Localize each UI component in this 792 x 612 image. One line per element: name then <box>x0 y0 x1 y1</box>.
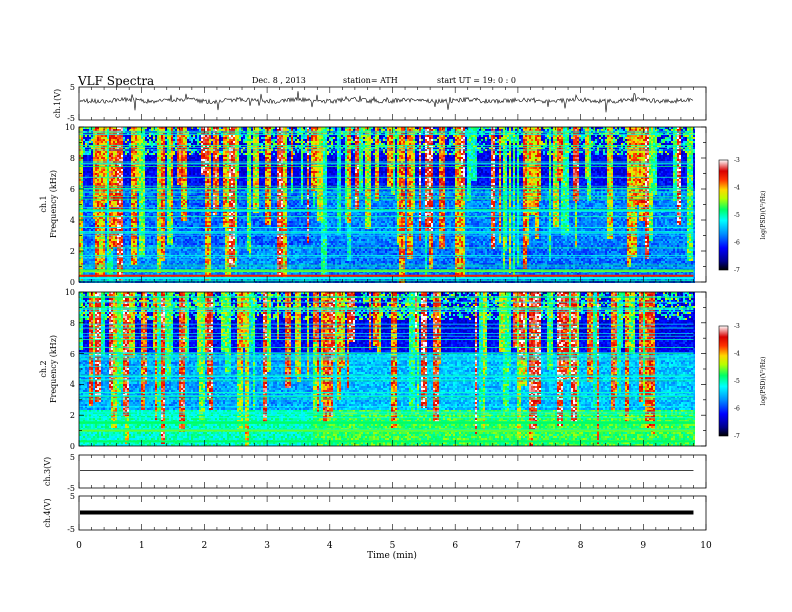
ch1-colorbar-gradient <box>719 160 728 270</box>
xtick-10: 10 <box>700 541 712 551</box>
ch4-ytick-top: 5 <box>70 492 75 501</box>
ch2-colorbar-label: log(PSD)(V²/Hz) <box>760 357 767 406</box>
ch1-ytick-0: 0 <box>70 278 75 287</box>
x-axis: 0 1 2 3 4 5 6 7 8 9 10 Time (min) <box>76 541 712 561</box>
ch2-spectrogram-panel: 0 2 4 6 8 10 ch.2Frequency (kHz) <box>39 288 706 451</box>
figure-title: VLF Spectra <box>77 74 154 88</box>
ch1-cb-tick-m4: -4 <box>734 185 740 192</box>
xtick-2: 2 <box>202 541 208 551</box>
ch1-colorbar: -3 -4 -5 -6 -7 log(PSD)(V²/Hz) <box>719 157 767 274</box>
ch1-ytick-2: 2 <box>70 247 75 256</box>
ch1-ylabel: ch.1(V) <box>53 89 62 118</box>
xtick-1: 1 <box>139 541 145 551</box>
date-label: Dec. 8 , 2013 <box>252 76 306 85</box>
ch2-ytick-0: 0 <box>70 442 75 451</box>
ch1-cb-tick-m7: -7 <box>734 267 740 274</box>
xtick-7: 7 <box>515 541 521 551</box>
ch2-ytick-4: 4 <box>70 380 75 389</box>
xtick-4: 4 <box>327 541 333 551</box>
xtick-3: 3 <box>264 541 270 551</box>
ch4-ylabel: ch.4(V) <box>43 498 52 527</box>
ch2-ytick-6: 6 <box>70 350 75 359</box>
xtick-5: 5 <box>390 541 396 551</box>
ch1-cb-tick-m5: -5 <box>734 212 740 219</box>
xtick-6: 6 <box>452 541 458 551</box>
ch3-ytick-top: 5 <box>70 453 75 462</box>
ch1-ytick-6: 6 <box>70 185 75 194</box>
x-axis-label: Time (min) <box>367 550 417 561</box>
ch2-colorbar-gradient <box>719 326 728 436</box>
ch1-waveform-panel: 5 -5 ch.1(V) <box>53 83 706 123</box>
xtick-8: 8 <box>578 541 584 551</box>
ch4-trace <box>80 511 693 515</box>
ch1-ytick-bottom: -5 <box>67 114 75 123</box>
ch3-waveform-panel: 5 -5 ch.3(V) <box>43 453 706 493</box>
vlf-spectra-figure: VLF Spectra Dec. 8 , 2013 station= ATH s… <box>0 0 792 612</box>
ch4-ytick-bottom: -5 <box>67 525 75 534</box>
ch1-colorbar-label: log(PSD)(V²/Hz) <box>760 191 767 240</box>
ch2-spectrogram <box>79 292 695 446</box>
ch2-cb-tick-m6: -6 <box>734 406 740 413</box>
ch1-ytick-8: 8 <box>70 154 75 163</box>
start-time-label: start UT = 19: 0 : 0 <box>437 76 516 85</box>
ch1-spectrogram-panel: 0 2 4 6 8 10 ch.1Frequency (kHz) <box>39 123 706 287</box>
ch2-ytick-10: 10 <box>65 288 75 297</box>
ch2-ytick-2: 2 <box>70 411 75 420</box>
ch3-ylabel: ch.3(V) <box>43 457 52 486</box>
ch2-frequency-ylabel: ch.2Frequency (kHz) <box>39 335 58 403</box>
ch1-spectrogram <box>79 127 695 283</box>
ch2-ytick-8: 8 <box>70 319 75 328</box>
ch2-cb-tick-m3: -3 <box>734 323 740 330</box>
ch2-cb-tick-m4: -4 <box>734 351 740 358</box>
ch4-waveform-panel: 5 -5 ch.4(V) <box>43 492 706 534</box>
ch1-cb-tick-m6: -6 <box>734 240 740 247</box>
ch1-ytick-4: 4 <box>70 216 75 225</box>
ch1-ytick-10: 10 <box>65 123 75 132</box>
ch1-ytick-top: 5 <box>70 83 75 92</box>
ch2-cb-tick-m7: -7 <box>734 433 740 440</box>
ch2-cb-tick-m5: -5 <box>734 378 740 385</box>
ch1-frequency-ylabel: ch.1Frequency (kHz) <box>39 170 58 238</box>
ch2-colorbar: -3 -4 -5 -6 -7 log(PSD)(V²/Hz) <box>719 323 767 440</box>
xtick-0: 0 <box>76 541 82 551</box>
ch1-cb-tick-m3: -3 <box>734 157 740 164</box>
xtick-9: 9 <box>640 541 646 551</box>
station-label: station= ATH <box>343 76 398 85</box>
